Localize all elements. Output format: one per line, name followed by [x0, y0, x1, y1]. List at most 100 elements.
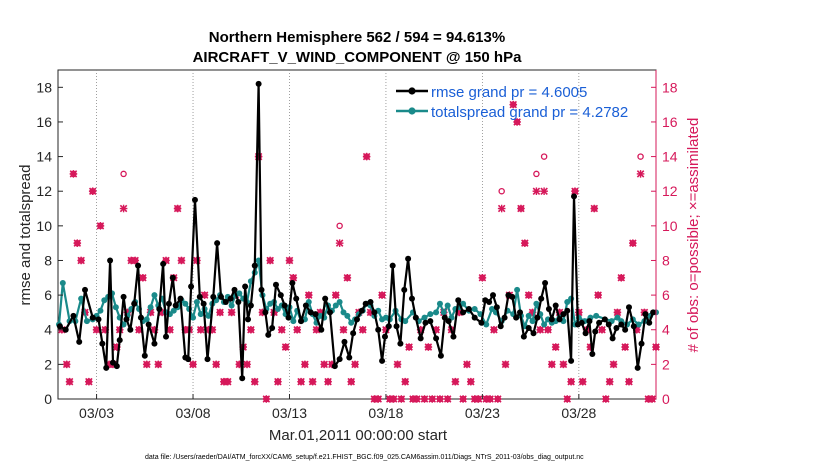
point-totalspread — [193, 299, 200, 306]
point-rmse — [630, 323, 637, 330]
obs-assimilated-marker — [69, 170, 78, 178]
y-left-tick-label: 10 — [36, 218, 52, 234]
obs-assimilated-marker — [154, 360, 163, 369]
point-totalspread — [427, 311, 434, 318]
point-rmse — [609, 335, 616, 342]
point-rmse — [478, 319, 485, 326]
obs-assimilated-marker — [393, 360, 402, 369]
x-tick-label: 03/08 — [176, 405, 211, 421]
point-rmse — [245, 316, 252, 323]
point-rmse — [545, 305, 552, 312]
obs-assimilated-marker — [617, 273, 626, 282]
obs-assimilated-marker — [551, 343, 560, 351]
obs-assimilated-marker — [532, 187, 541, 196]
point-totalspread — [444, 302, 451, 309]
point-rmse — [113, 363, 120, 370]
point-rmse — [302, 302, 309, 309]
x-tick-label: 03/23 — [465, 405, 500, 421]
y-axis-right: 0 2 4 6 8 10 12 14 16 18 — [651, 70, 678, 407]
point-rmse — [293, 295, 300, 302]
point-totalspread — [190, 314, 197, 321]
y-left-tick-label: 12 — [36, 183, 52, 199]
legend-rmse-label: rmse grand pr = 4.6005 — [431, 84, 587, 101]
point-rmse — [460, 309, 467, 316]
point-rmse — [538, 295, 545, 302]
point-totalspread — [471, 305, 478, 312]
point-rmse — [401, 286, 408, 293]
point-totalspread — [460, 300, 467, 307]
legend: rmse grand pr = 4.6005 totalspread grand… — [396, 84, 628, 121]
point-rmse — [393, 323, 400, 330]
point-rmse — [318, 326, 325, 333]
point-rmse — [592, 328, 599, 335]
obs-assimilated-marker — [605, 377, 614, 386]
obs-assimilated-marker — [517, 204, 525, 213]
point-totalspread — [340, 309, 347, 316]
point-totalspread — [514, 286, 521, 293]
series-layer — [55, 80, 659, 382]
point-rmse — [525, 325, 532, 332]
point-totalspread — [112, 304, 119, 311]
obs-assimilated-marker — [62, 360, 71, 369]
x-tick-label: 03/18 — [368, 405, 403, 421]
y-left-tick-label: 6 — [44, 287, 52, 303]
point-rmse — [354, 316, 360, 323]
point-rmse — [501, 314, 508, 321]
point-rmse — [650, 309, 657, 316]
obs-assimilated-marker — [285, 256, 294, 265]
obs-assimilated-marker — [274, 377, 282, 386]
point-rmse — [638, 340, 645, 347]
obs-assimilated-marker — [142, 360, 151, 369]
point-totalspread — [182, 300, 189, 307]
point-rmse — [493, 304, 500, 311]
point-rmse — [141, 352, 148, 359]
point-rmse — [517, 309, 524, 316]
obs-assimilated-marker — [343, 273, 352, 282]
obs-assimilated-marker — [397, 395, 406, 403]
obs-assimilated-marker — [513, 118, 521, 126]
y-axis-left: 0 2 4 6 8 10 12 14 16 18 — [36, 79, 63, 407]
point-rmse — [156, 305, 163, 312]
obs-assimilated-marker — [389, 395, 398, 403]
point-totalspread — [147, 304, 154, 311]
x-tick-label: 03/03 — [79, 405, 114, 421]
point-rmse — [371, 309, 378, 316]
grid — [96, 70, 580, 399]
obs-assimilated-marker — [308, 377, 317, 386]
obs-assimilated-marker — [339, 325, 348, 334]
point-rmse — [177, 295, 184, 302]
obs-assimilated-marker — [559, 360, 568, 369]
obs-assimilated-marker — [96, 222, 105, 230]
point-rmse — [131, 300, 138, 307]
obs-assimilated-marker — [189, 360, 197, 369]
point-rmse — [272, 281, 279, 288]
point-rmse — [120, 293, 127, 300]
obs-assimilated-marker — [459, 395, 467, 403]
y-right-tick-label: 0 — [662, 391, 670, 407]
point-rmse — [437, 352, 444, 359]
obs-assimilated-marker — [428, 395, 437, 403]
point-rmse — [622, 326, 629, 333]
point-rmse — [556, 316, 563, 323]
point-rmse — [497, 323, 504, 330]
point-rmse — [548, 316, 555, 323]
point-rmse — [489, 292, 496, 299]
y-left-tick-label: 18 — [36, 79, 52, 95]
obs-assimilated-marker — [563, 395, 572, 403]
y-right-tick-label: 6 — [662, 287, 670, 303]
point-totalspread — [101, 297, 108, 304]
point-rmse — [427, 318, 434, 325]
obs-assimilated-marker — [227, 308, 236, 317]
point-totalspread — [78, 295, 85, 302]
point-totalspread — [348, 319, 355, 326]
obs-assimilated-marker — [173, 204, 182, 213]
point-totalspread — [529, 318, 536, 325]
point-rmse — [89, 314, 96, 321]
point-rmse — [642, 311, 649, 318]
point-rmse — [417, 335, 424, 342]
point-totalspread — [440, 309, 447, 316]
obs-assimilated-marker — [289, 273, 298, 282]
point-rmse — [251, 262, 258, 269]
obs-assimilated-marker — [463, 360, 471, 369]
point-totalspread — [151, 292, 158, 299]
